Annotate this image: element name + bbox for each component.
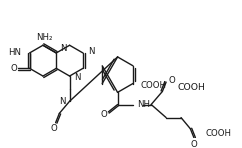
Text: N: N <box>60 44 67 53</box>
Text: O: O <box>168 76 175 85</box>
Text: COOH: COOH <box>177 83 205 92</box>
Text: O: O <box>10 64 17 73</box>
Text: O: O <box>50 124 57 133</box>
Text: NH: NH <box>137 100 150 109</box>
Text: NH₂: NH₂ <box>37 33 53 42</box>
Text: N: N <box>89 47 95 56</box>
Text: N: N <box>59 97 66 106</box>
Text: HN: HN <box>8 48 21 57</box>
Text: COOH: COOH <box>205 129 231 138</box>
Text: COOH: COOH <box>140 81 166 90</box>
Text: O: O <box>100 110 107 119</box>
Text: O: O <box>191 140 197 148</box>
Text: N: N <box>74 73 81 82</box>
